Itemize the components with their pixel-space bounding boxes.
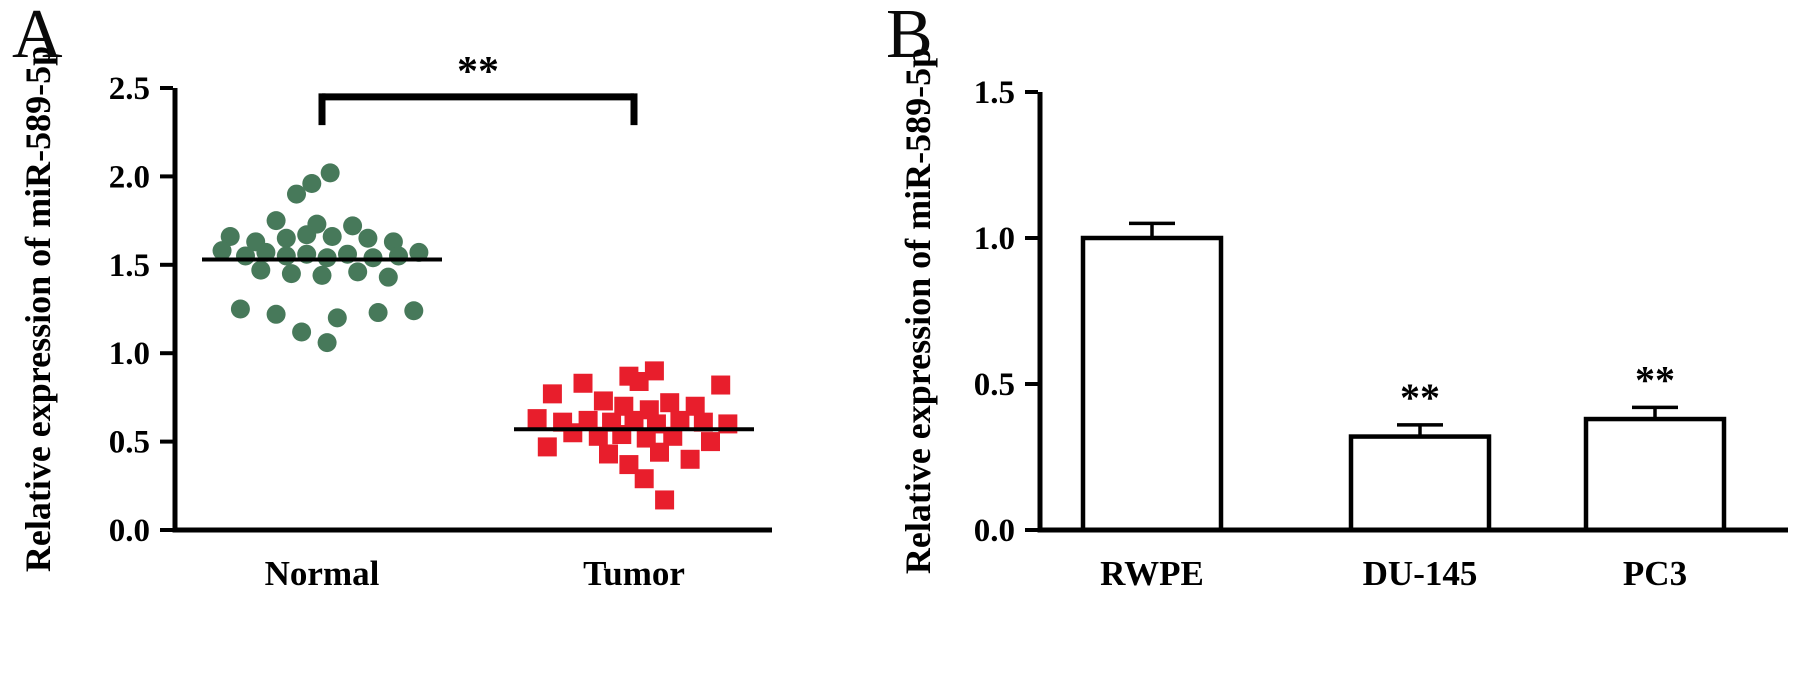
scatter-point-normal xyxy=(404,301,424,321)
category-label-du-145: DU-145 xyxy=(1363,554,1478,593)
scatter-point-normal xyxy=(276,246,296,266)
y-tick-label: 1.0 xyxy=(974,221,1015,257)
scatter-point-normal xyxy=(287,184,306,204)
scatter-point-tumor xyxy=(685,396,705,416)
scatter-point-normal xyxy=(378,267,398,287)
scatter-point-normal xyxy=(389,246,408,266)
y-axis-label: Relative expression of miR-589-5p xyxy=(898,48,938,574)
scatter-point-normal xyxy=(292,322,312,342)
panel-a: A 0.0 0.5 1.0 1.5 2.0 2.5 Relative expression … xyxy=(0,0,880,697)
scatter-point-normal xyxy=(212,241,232,261)
scatter-chart-mir589: 0.0 0.5 1.0 1.5 2.0 2.5 Relative expression of… xyxy=(18,46,772,593)
scatter-point-tumor xyxy=(634,469,654,489)
scatter-point-normal xyxy=(358,228,378,248)
category-label-pc3: PC3 xyxy=(1623,554,1687,593)
scatter-point-normal xyxy=(297,225,317,245)
scatter-point-tumor xyxy=(655,490,675,510)
y-tick-label: 0.5 xyxy=(974,367,1015,403)
y-tick-label: 1.5 xyxy=(974,75,1015,111)
y-tick-label: 0.0 xyxy=(109,513,150,549)
scatter-point-normal xyxy=(409,242,429,262)
scatter-point-normal xyxy=(322,227,342,247)
scatter-point-tumor xyxy=(619,455,639,475)
scatter-point-normal xyxy=(320,163,340,183)
y-tick-label: 1.0 xyxy=(109,336,150,372)
scatter-point-tumor xyxy=(542,384,562,404)
y-tick-label: 2.5 xyxy=(109,71,150,107)
category-label-rwpe: RWPE xyxy=(1100,554,1204,593)
scatter-point-normal xyxy=(266,211,286,231)
scatter-point-tumor xyxy=(680,449,700,469)
scatter-point-normal xyxy=(312,265,332,285)
scatter-point-tumor xyxy=(701,432,720,452)
scatter-point-tumor xyxy=(660,393,680,413)
scatter-point-tumor xyxy=(527,409,547,429)
significance-label: ** xyxy=(1635,357,1675,402)
scatter-point-tumor xyxy=(629,371,649,391)
scatter-point-tumor xyxy=(593,391,613,411)
significance-label: ** xyxy=(457,49,499,95)
scatter-point-normal xyxy=(348,262,368,282)
scatter-point-tumor xyxy=(599,444,618,464)
panel-b-label: B xyxy=(886,0,933,73)
scatter-point-tumor xyxy=(563,423,583,443)
scatter-point-normal xyxy=(327,308,347,328)
scatter-point-normal xyxy=(276,228,296,248)
scatter-point-normal xyxy=(281,264,301,284)
scatter-point-normal xyxy=(266,304,286,324)
scatter-point-normal xyxy=(256,242,276,262)
scatter-point-normal xyxy=(236,246,255,266)
scatter-point-normal xyxy=(220,227,240,247)
scatter-point-tumor xyxy=(670,410,690,430)
scatter-point-tumor xyxy=(711,375,731,395)
category-label-normal: Normal xyxy=(265,554,380,593)
bar-rwpe xyxy=(1080,235,1224,533)
y-tick-label: 2.0 xyxy=(109,159,150,195)
y-axis-label: Relative expression of miR-589-5p xyxy=(18,46,58,572)
scatter-point-normal xyxy=(368,303,388,323)
scatter-point-tumor xyxy=(588,426,608,446)
bar-pc3 xyxy=(1583,416,1727,533)
scatter-point-tumor xyxy=(644,361,664,381)
significance-label: ** xyxy=(1400,375,1440,420)
y-tick-label: 0.0 xyxy=(974,513,1015,549)
category-label-tumor: Tumor xyxy=(583,554,685,593)
scatter-point-normal xyxy=(230,299,250,319)
bar-chart-mir589: RWPE ** DU-145 ** PC3 0.0 0.5 1.0 1.5 Relative ex… xyxy=(898,48,1788,593)
scatter-point-tumor xyxy=(650,442,669,462)
scatter-point-normal xyxy=(343,216,363,236)
y-tick-label: 1.5 xyxy=(109,248,150,284)
scatter-point-normal xyxy=(251,260,271,280)
scatter-point-tumor xyxy=(573,373,593,393)
scatter-point-normal xyxy=(302,173,322,193)
scatter-point-tumor xyxy=(537,437,557,457)
panel-b: B RWPE ** DU-145 ** PC3 0.0 0.5 1.0 1.5 Relative … xyxy=(880,0,1795,697)
scatter-point-tumor xyxy=(663,426,683,446)
scatter-point-normal xyxy=(317,333,337,353)
scatter-point-tumor xyxy=(693,412,713,432)
bar-du-145 xyxy=(1348,434,1492,533)
scatter-point-tumor xyxy=(578,410,598,430)
y-tick-label: 0.5 xyxy=(109,425,150,461)
panel-a-label: A xyxy=(12,0,63,73)
